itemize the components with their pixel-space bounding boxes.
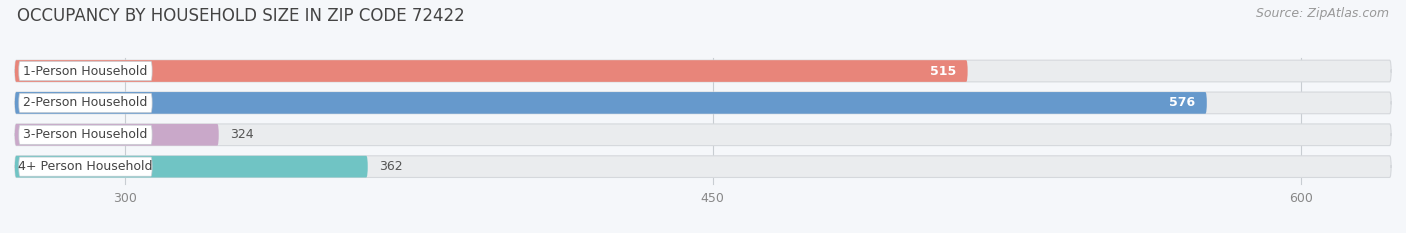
FancyBboxPatch shape [18,157,152,176]
FancyBboxPatch shape [18,62,152,81]
FancyBboxPatch shape [18,93,152,113]
Text: 4+ Person Household: 4+ Person Household [18,160,153,173]
Text: Source: ZipAtlas.com: Source: ZipAtlas.com [1256,7,1389,20]
FancyBboxPatch shape [15,124,1391,146]
Text: 362: 362 [380,160,404,173]
Text: 324: 324 [231,128,254,141]
FancyBboxPatch shape [15,156,368,178]
FancyBboxPatch shape [15,60,967,82]
Text: 576: 576 [1168,96,1195,110]
FancyBboxPatch shape [15,92,1391,114]
Text: 3-Person Household: 3-Person Household [24,128,148,141]
Text: 2-Person Household: 2-Person Household [24,96,148,110]
FancyBboxPatch shape [18,125,152,144]
Text: 515: 515 [929,65,956,78]
FancyBboxPatch shape [15,92,1206,114]
FancyBboxPatch shape [15,156,1391,178]
Text: 1-Person Household: 1-Person Household [24,65,148,78]
FancyBboxPatch shape [15,124,219,146]
Text: OCCUPANCY BY HOUSEHOLD SIZE IN ZIP CODE 72422: OCCUPANCY BY HOUSEHOLD SIZE IN ZIP CODE … [17,7,464,25]
FancyBboxPatch shape [15,60,1391,82]
